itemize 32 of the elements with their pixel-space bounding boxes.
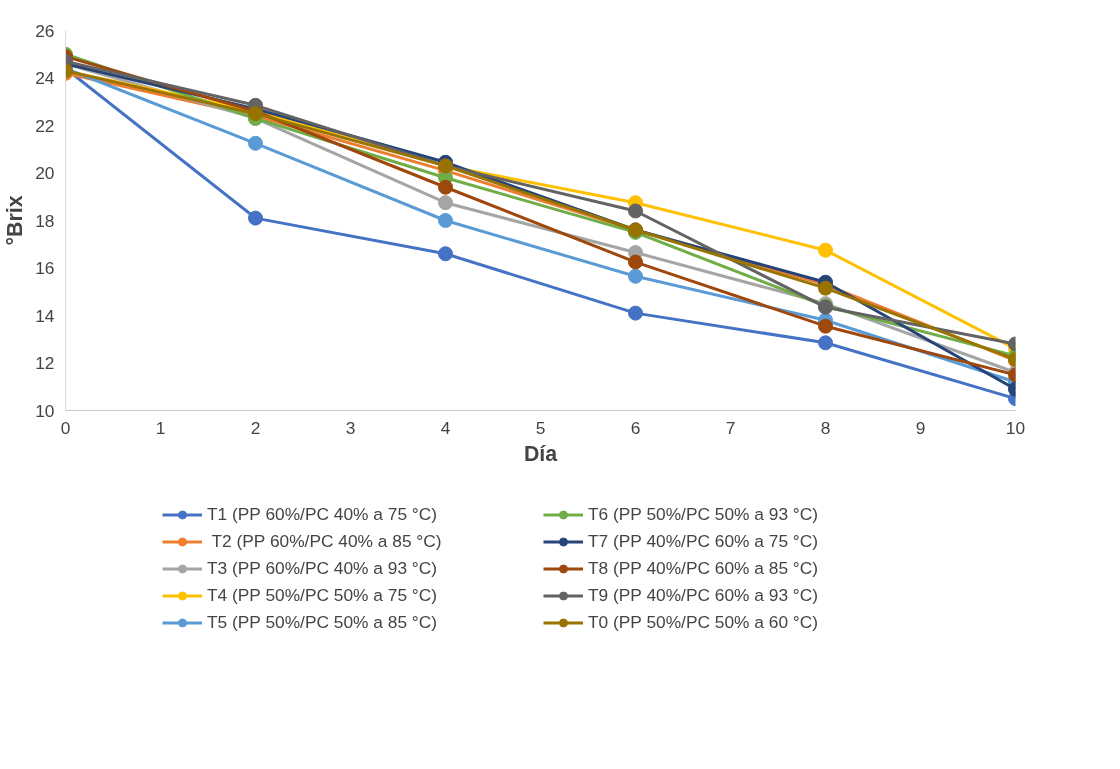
- x-tick-label: 1: [155, 417, 166, 438]
- x-tick-label: 7: [725, 417, 736, 438]
- x-tick-label: 8: [820, 417, 831, 438]
- legend-label: T0 (PP 50%/PC 50% a 60 °C): [588, 611, 820, 633]
- legend-label: T5 (PP 50%/PC 50% a 85 °C): [207, 611, 439, 633]
- y-tick-label: 16: [35, 258, 55, 278]
- y-tick-label: 26: [35, 20, 55, 41]
- x-tick-label: 4: [440, 417, 451, 438]
- x-tick-label: 2: [250, 417, 261, 438]
- legend-label: T6 (PP 50%/PC 50% a 93 °C): [588, 503, 820, 525]
- x-tick-label: 5: [535, 417, 546, 438]
- x-tick-label: 9: [915, 417, 926, 438]
- y-tick-label: 22: [35, 115, 55, 136]
- y-axis-title: °Brix: [3, 195, 28, 246]
- y-tick-label: 14: [35, 305, 55, 326]
- x-tick-label: 6: [630, 417, 641, 438]
- y-tick-label: 10: [35, 400, 55, 421]
- legend-label: T4 (PP 50%/PC 50% a 75 °C): [207, 584, 439, 606]
- x-tick-label: 0: [60, 417, 71, 438]
- y-tick-label: 20: [35, 163, 55, 183]
- x-axis-title: Día: [523, 441, 558, 466]
- legend-label: T9 (PP 40%/PC 60% a 93 °C): [588, 584, 820, 606]
- legend-label: T2 (PP 60%/PC 40% a 85 °C): [210, 530, 443, 552]
- legend-label: T1 (PP 60%/PC 40% a 75 °C): [207, 503, 439, 525]
- x-tick-label: 3: [345, 417, 356, 438]
- legend-label: T8 (PP 40%/PC 60% a 85 °C): [588, 557, 820, 579]
- y-tick-label: 24: [35, 68, 55, 88]
- legend-label: T7 (PP 40%/PC 60% a 75 °C): [588, 530, 820, 552]
- y-tick-label: 18: [35, 210, 55, 231]
- y-tick-label: 12: [35, 353, 55, 373]
- x-tick-label: 10: [1005, 417, 1026, 438]
- legend-label: T3 (PP 60%/PC 40% a 93 °C): [207, 557, 439, 579]
